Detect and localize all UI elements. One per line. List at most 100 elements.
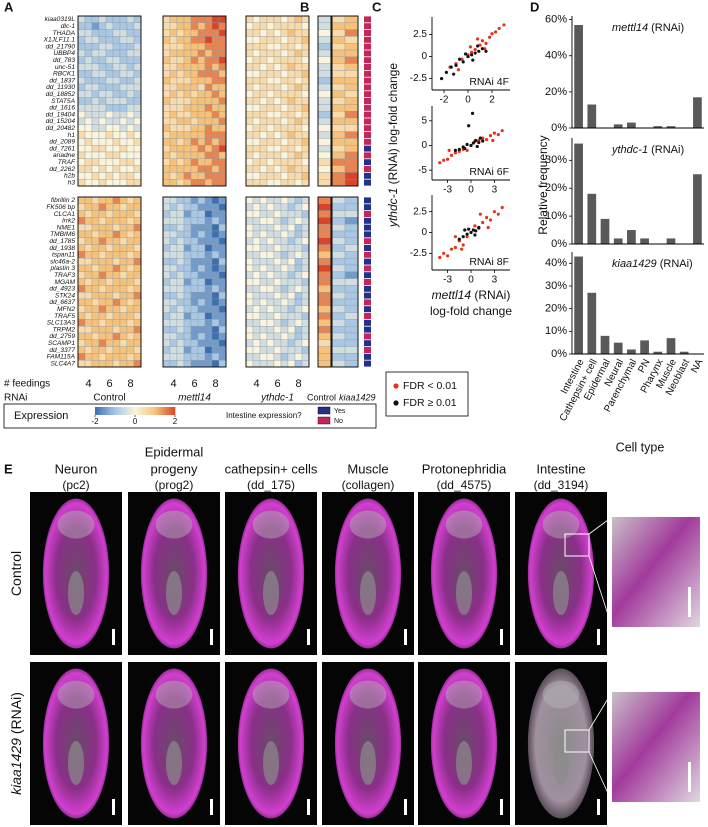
heatmap-cell [245,278,254,286]
heatmap-cell [301,264,310,272]
heatmap-cell [301,360,310,368]
heatmap-cell [84,22,93,30]
scatter-point [463,146,467,151]
heatmap-cell [190,49,199,57]
intestine-cell [364,166,371,172]
heatmap-cell [294,237,303,245]
heatmap-cell [287,131,296,139]
heatmap-cell [204,36,213,44]
heatmap-cell [301,49,310,57]
heatmap-cell [77,49,86,57]
heatmap-cell [317,70,332,78]
heatmap-frame [331,196,359,368]
heatmap-cell [197,43,206,51]
heatmap-cell [91,346,100,354]
y-tick-label: 2.5 [413,29,427,40]
heatmap-cell [126,258,135,266]
heatmap-cell [280,77,289,85]
heatmap-cell [245,22,254,30]
heatmap-cell [77,326,86,334]
heatmap-cell [294,172,303,180]
heatmap-cell [287,319,296,327]
x-tick-label: 2 [489,95,495,106]
y-tick-label: 0% [551,238,567,250]
y-tick-label: 30% [545,280,567,292]
worm-head [445,510,483,539]
heatmap-cell [119,251,128,259]
heatmap-cell [126,117,135,125]
heatmap-cell [287,36,296,44]
scatter-point [480,47,484,51]
heatmap-cell [266,203,275,211]
heatmap-cell [162,312,171,320]
scatter-point [485,137,489,142]
bar [693,174,702,244]
heatmap-cell [273,258,282,266]
scatter-point [467,124,471,128]
heatmap-cell [84,49,93,57]
gene-label: plastin 3 [49,265,75,272]
heatmap-cell [176,285,185,293]
heatmap-cell [190,271,199,279]
colorbar-step [113,407,116,415]
heatmap-cell [105,271,114,279]
heatmap-cell [301,43,310,51]
heatmap-cell [245,63,254,71]
heatmap-cell [126,158,135,166]
heatmap-cell [204,353,213,361]
heatmap-cell [344,43,359,51]
heatmap-cell [204,264,213,272]
heatmap-cell [176,104,185,112]
heatmap-cell [105,285,114,293]
heatmap-cell [301,258,310,266]
heatmap-cell [211,196,220,204]
heatmap-cell [98,312,107,320]
worm-pharynx [360,571,376,616]
heatmap-cell [105,258,114,266]
bar [613,124,623,128]
scatter-point [481,139,485,143]
scatter-point [449,65,453,69]
heatmap-cell [211,312,220,320]
gene-label: TRAF5 [54,313,75,320]
scatter-point [480,39,484,43]
heatmap-cell [218,332,227,340]
heatmap-cell [211,319,220,327]
heatmap-cell [344,258,359,266]
scatter-point [485,215,489,220]
colorbar-step [111,407,114,415]
heatmap-cell [259,15,268,23]
heatmap-cell [287,83,296,91]
heatmap-cell [331,264,346,272]
heatmap-cell [344,83,359,91]
heatmap-cell [259,151,268,159]
heatmap-cell [98,104,107,112]
gene-label: dlc-1 [61,23,76,30]
heatmap-cell [126,339,135,347]
scatter-point [447,148,451,152]
heatmap-cell [105,237,114,245]
heatmap-cell [119,15,128,23]
heatmap-cell [98,49,107,57]
heatmap-cell [287,196,296,204]
heatmap-cell [287,312,296,320]
heatmap-cell [77,36,86,44]
scatter-point [465,232,469,236]
heatmap-cell [133,217,142,225]
heatmap-cell [98,77,107,85]
heatmap-cell [259,172,268,180]
colorbar-tick-label: -2 [91,417,99,426]
gene-label: dd_20482 [46,125,76,132]
heatmap-cell [317,264,332,272]
heatmap-cell [176,165,185,173]
heatmap-cell [169,138,178,146]
heatmap-cell [211,151,220,159]
heatmap-cell [126,165,135,173]
scatter-point [466,54,470,59]
intestine-cell [364,179,371,186]
heatmap-cell [266,339,275,347]
heatmap-cell [84,224,93,232]
heatmap-cell [190,312,199,320]
heatmap-cell [317,319,332,327]
heatmap-cell [183,56,192,64]
